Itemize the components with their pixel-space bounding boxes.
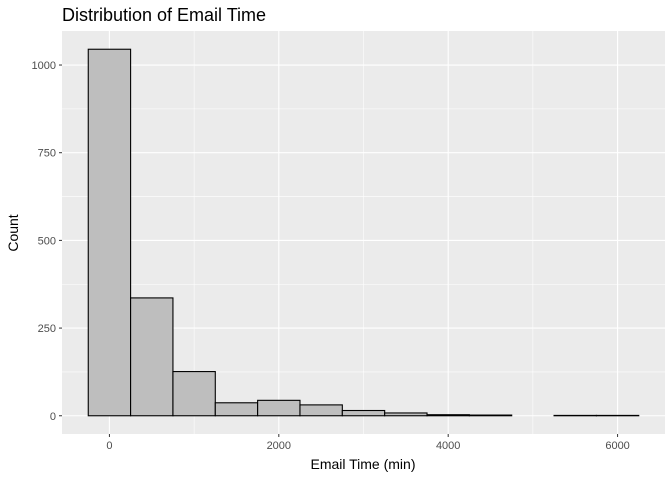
x-axis: 0 2000 4000 6000 [106, 434, 630, 452]
histogram-bar [87, 48, 132, 417]
x-axis-title: Email Time (min) [310, 456, 415, 472]
y-tick-label: 250 [38, 323, 56, 335]
y-tick-label: 750 [38, 148, 56, 160]
histogram-bar [257, 399, 301, 417]
histogram-bar [172, 371, 216, 417]
chart-title: Distribution of Email Time [62, 5, 266, 25]
y-axis: 0 250 500 750 1000 [32, 60, 62, 423]
histogram-bar [384, 412, 428, 417]
histogram-bar [130, 297, 174, 417]
histogram-bar [426, 414, 470, 417]
x-tick-label: 4000 [436, 440, 460, 452]
x-tick-label: 2000 [267, 440, 291, 452]
y-axis-title: Count [5, 214, 21, 251]
histogram-bar [214, 402, 259, 417]
y-tick-label: 500 [38, 235, 56, 247]
histogram-bar [468, 414, 513, 417]
histogram-bars [87, 48, 640, 417]
histogram-bar [341, 409, 386, 417]
x-tick-label: 6000 [605, 440, 629, 452]
x-tick-label: 0 [106, 440, 112, 452]
y-tick-label: 1000 [32, 60, 56, 72]
histogram-bar [299, 404, 343, 417]
y-tick-label: 0 [50, 411, 56, 423]
